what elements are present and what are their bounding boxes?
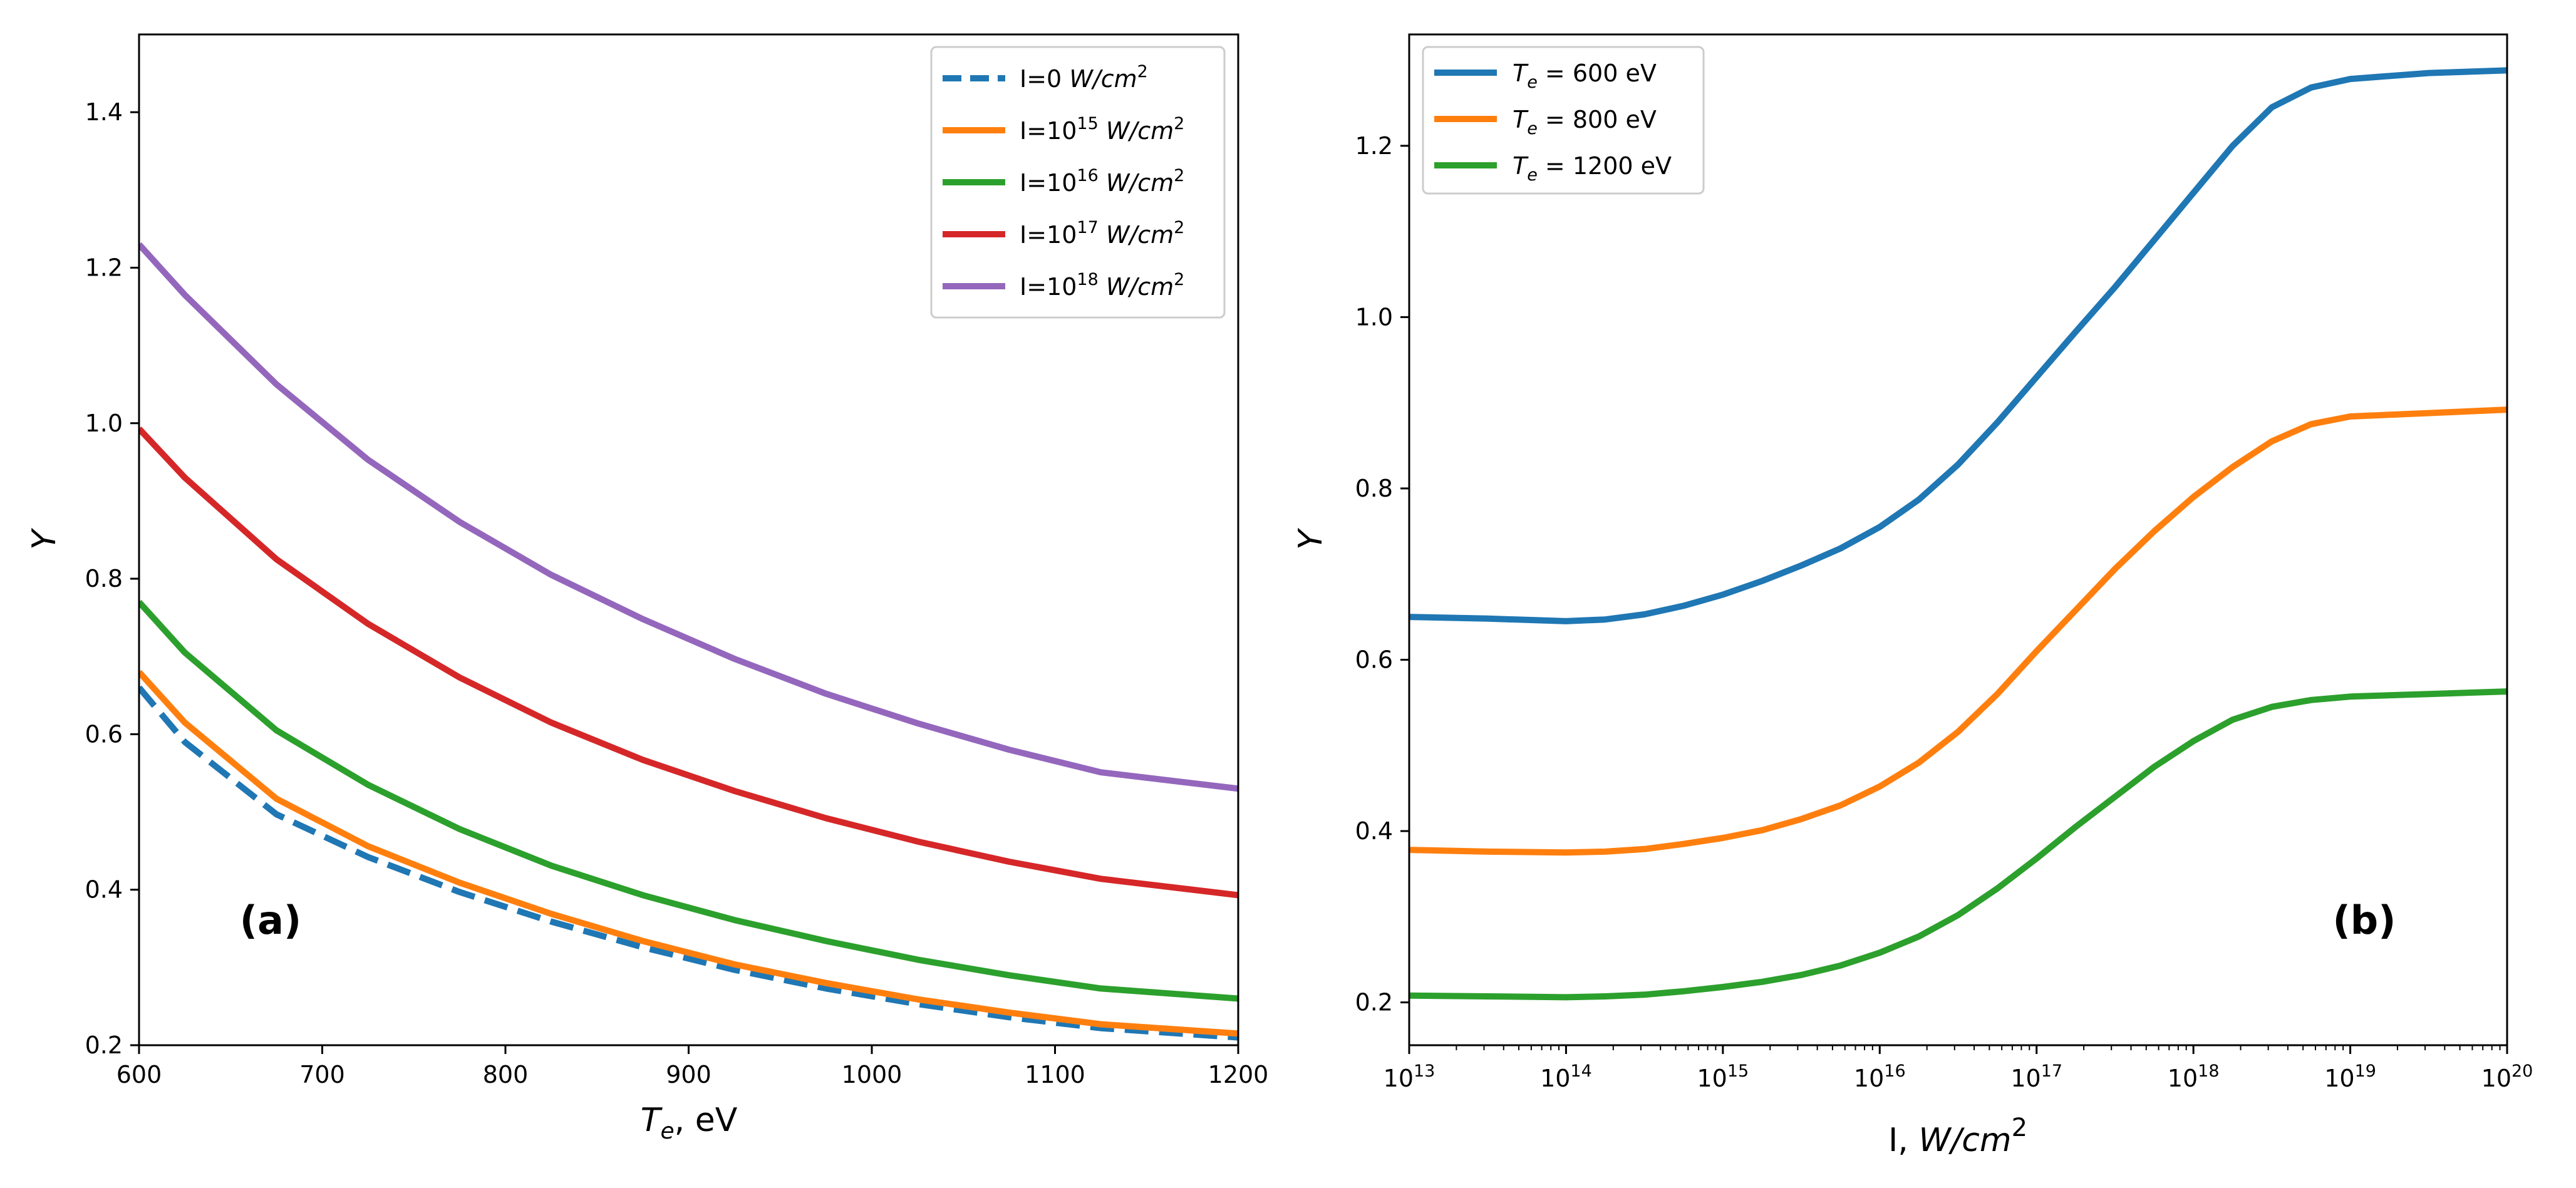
b-x-tick-label: 1017 xyxy=(2010,1061,2062,1092)
b-x-tick-label: 1016 xyxy=(1854,1061,1906,1092)
b-y-tick-label: 0.8 xyxy=(1355,475,1393,502)
b-x-tick-label: 1014 xyxy=(1540,1061,1592,1092)
b-legend: Te = 600 eV Te = 800 eV Te = 1200 eV xyxy=(1422,46,1705,195)
a-plot-frame xyxy=(138,33,1239,1046)
a-series-line-3 xyxy=(139,426,1238,899)
b-y-tick-label: 0.2 xyxy=(1355,989,1393,1016)
b-legend-label-1: Te = 800 eV xyxy=(1513,106,1657,138)
a-series-line-0 xyxy=(139,685,1238,1041)
panel-a: 600 700 800 900 1000 1100 1200 0.2 0.4 0.6 0.8 1.0… xyxy=(26,33,1269,1144)
a-x-tick-label: 1100 xyxy=(1025,1061,1085,1088)
a-x-tick-label: 600 xyxy=(116,1061,162,1088)
panel-b: 1013 1014 1015 1016 1017 1018 1019 1020 0.20.40… xyxy=(1292,33,2533,1159)
b-y-tick-labels: 0.2 0.4 0.6 0.8 1.0 1.2 xyxy=(1355,132,1393,1016)
a-legend-label-2: I=1016 W/cm2 xyxy=(1020,166,1184,197)
b-series-line-0 xyxy=(1409,67,2508,624)
b-x-tick-label: 1019 xyxy=(2324,1061,2376,1092)
b-y-tick-label: 1.0 xyxy=(1355,303,1393,331)
a-x-tick-label: 800 xyxy=(483,1061,529,1088)
a-x-tick-labels: 600 700 800 900 1000 1100 1200 xyxy=(116,1061,1269,1088)
a-legend-label-3: I=1017 W/cm2 xyxy=(1020,218,1184,249)
b-series-lines xyxy=(1409,67,2508,1001)
b-x-axis-title: I, W/cm2 xyxy=(1888,1113,2027,1159)
b-plot-frame xyxy=(1408,33,2508,1046)
a-x-axis-title: Te, eV xyxy=(641,1102,738,1144)
a-x-tick-label: 900 xyxy=(666,1061,711,1088)
a-series-line-2 xyxy=(139,599,1238,1002)
a-y-tick-label: 0.6 xyxy=(85,720,123,748)
b-y-tick-label: 1.2 xyxy=(1355,132,1393,160)
a-x-tick-label: 1200 xyxy=(1208,1061,1269,1088)
b-x-tick-label: 1018 xyxy=(2168,1061,2220,1092)
a-legend-label-1: I=1015 W/cm2 xyxy=(1020,114,1184,145)
b-y-tick-label: 0.4 xyxy=(1355,817,1393,845)
a-series-lines xyxy=(139,242,1238,1041)
a-legend-label-0: I=0 W/cm2 xyxy=(1020,62,1148,93)
b-x-tick-label: 1020 xyxy=(2481,1061,2533,1092)
b-panel-tag: (b) xyxy=(2332,897,2396,943)
a-legend: I=0 W/cm2 I=1015 W/cm2 I=1016 W/cm2 I=1017 … xyxy=(930,46,1226,319)
a-y-axis-title: Y xyxy=(26,527,63,550)
a-legend-box xyxy=(930,46,1226,319)
a-y-tick-label: 1.0 xyxy=(85,410,123,437)
a-tick-marks xyxy=(130,111,1239,1054)
a-panel-tag: (a) xyxy=(240,897,302,943)
a-legend-label-4: I=1018 W/cm2 xyxy=(1020,270,1184,301)
b-series-line-2 xyxy=(1409,688,2508,1001)
b-legend-label-0: Te = 600 eV xyxy=(1513,59,1657,92)
b-x-tick-label: 1013 xyxy=(1384,1061,1435,1092)
a-series-line-4 xyxy=(139,242,1238,792)
a-y-tick-label: 1.2 xyxy=(85,254,123,281)
b-y-tick-label: 0.6 xyxy=(1355,646,1393,673)
b-legend-label-2: Te = 1200 eV xyxy=(1513,152,1672,185)
b-series-line-1 xyxy=(1409,406,2508,856)
a-y-tick-label: 1.4 xyxy=(85,98,123,126)
a-y-tick-label: 0.4 xyxy=(85,876,123,904)
a-x-tick-label: 700 xyxy=(299,1061,345,1088)
b-x-tick-labels: 1013 1014 1015 1016 1017 1018 1019 1020 xyxy=(1384,1061,2533,1092)
b-y-axis-title: Y xyxy=(1292,527,1330,550)
a-y-tick-labels: 0.2 0.4 0.6 0.8 1.0 1.2 1.4 xyxy=(85,98,123,1059)
a-y-tick-label: 0.8 xyxy=(85,565,123,592)
b-legend-box xyxy=(1422,46,1705,195)
b-x-tick-label: 1015 xyxy=(1697,1061,1749,1092)
a-series-line-1 xyxy=(139,669,1238,1037)
a-y-tick-label: 0.2 xyxy=(85,1031,123,1059)
a-x-tick-label: 1000 xyxy=(842,1061,903,1088)
